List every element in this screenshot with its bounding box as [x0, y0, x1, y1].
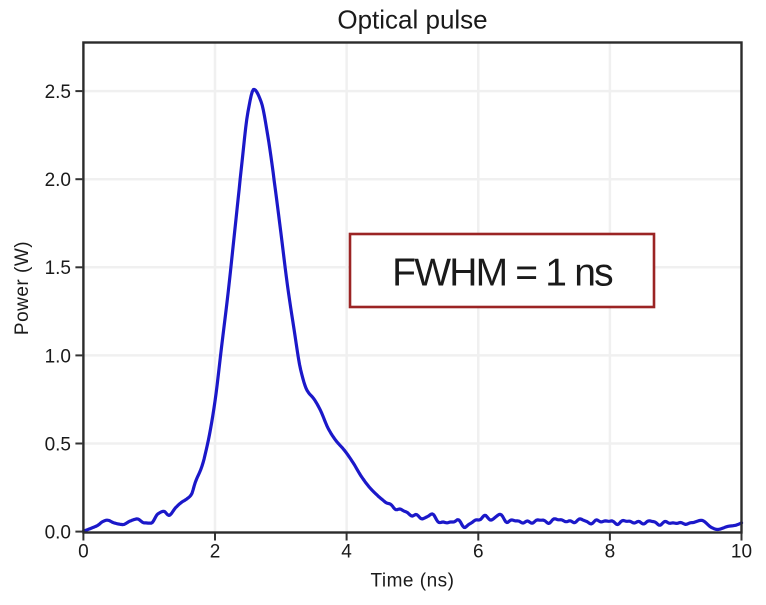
svg-text:1.5: 1.5: [45, 258, 71, 279]
svg-text:Power (W): Power (W): [12, 241, 33, 335]
svg-text:6: 6: [473, 542, 484, 563]
svg-text:0.5: 0.5: [45, 434, 71, 455]
svg-text:0: 0: [78, 542, 89, 563]
svg-text:2: 2: [210, 542, 221, 563]
svg-text:1.0: 1.0: [45, 346, 71, 367]
svg-text:FWHM = 1 ns: FWHM = 1 ns: [392, 252, 613, 295]
svg-text:2.5: 2.5: [45, 82, 71, 103]
svg-text:4: 4: [341, 542, 352, 563]
svg-text:0.0: 0.0: [45, 523, 71, 544]
svg-text:2.0: 2.0: [45, 170, 71, 191]
svg-text:Optical pulse: Optical pulse: [337, 5, 487, 35]
svg-text:8: 8: [605, 542, 616, 563]
svg-text:10: 10: [731, 542, 752, 563]
svg-text:Time (ns): Time (ns): [370, 571, 454, 592]
